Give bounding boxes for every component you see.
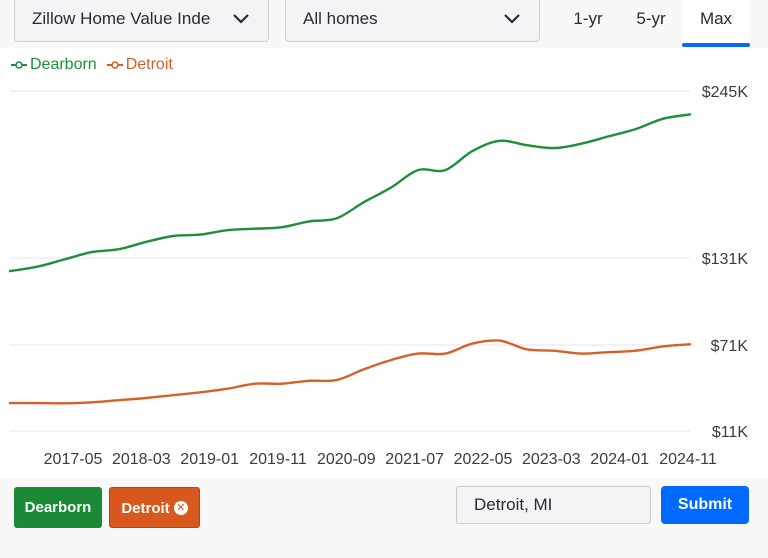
city-search-input[interactable]: [456, 486, 651, 524]
series-line-detroit: [8, 339, 692, 405]
metric-select-label: Zillow Home Value Inde: [32, 9, 211, 28]
y-tick-label: $131K: [702, 251, 749, 268]
y-tick-label: $11K: [712, 424, 749, 441]
x-tick-label: 2023-03: [522, 451, 581, 468]
tab-5-yr[interactable]: 5-yr: [636, 9, 666, 28]
chevron-down-icon: [233, 14, 249, 24]
x-tick-label: 2017-05: [44, 451, 103, 468]
x-tick-label: 2024-01: [590, 451, 649, 468]
legend-label-dearborn: Dearborn: [30, 56, 97, 73]
tab-1-yr[interactable]: 1-yr: [573, 9, 603, 28]
dearborn-button-label: Dearborn: [24, 499, 92, 516]
x-tick-label: 2019-11: [249, 451, 307, 468]
legend-item-dearborn[interactable]: Dearborn: [11, 56, 97, 74]
x-tick-label: 2022-05: [454, 451, 513, 468]
chevron-down-icon: [504, 14, 520, 24]
series-line-dearborn: [8, 113, 692, 273]
home-type-select-label: All homes: [303, 9, 378, 28]
remove-icon[interactable]: ✕: [173, 501, 188, 516]
y-tick-label: $245K: [702, 84, 749, 101]
line-chart: $245K $131K $71K $11K 2017-05 2018-03 2019-01 2…: [8, 84, 749, 468]
chart-legend: Dearborn Detroit: [11, 56, 173, 74]
dearborn-button[interactable]: Dearborn: [14, 487, 102, 528]
y-tick-label: $71K: [711, 338, 749, 355]
legend-marker-icon: [11, 61, 27, 69]
tab-max[interactable]: Max: [682, 0, 750, 47]
submit-button[interactable]: Submit: [661, 486, 749, 524]
home-type-select[interactable]: All homes: [285, 0, 540, 42]
x-tick-label: 2019-01: [180, 451, 239, 468]
x-tick-label: 2021-07: [385, 451, 444, 468]
x-tick-label: 2020-09: [317, 451, 376, 468]
x-tick-label: 2018-03: [112, 451, 171, 468]
legend-label-detroit: Detroit: [125, 56, 173, 73]
x-tick-label: 2024-11: [659, 451, 717, 468]
detroit-button-label: Detroit: [121, 500, 170, 517]
metric-select[interactable]: Zillow Home Value Inde: [14, 0, 269, 42]
legend-marker-icon: [106, 61, 123, 69]
detroit-button[interactable]: Detroit ✕: [109, 487, 200, 528]
legend-item-detroit[interactable]: Detroit: [106, 56, 173, 74]
